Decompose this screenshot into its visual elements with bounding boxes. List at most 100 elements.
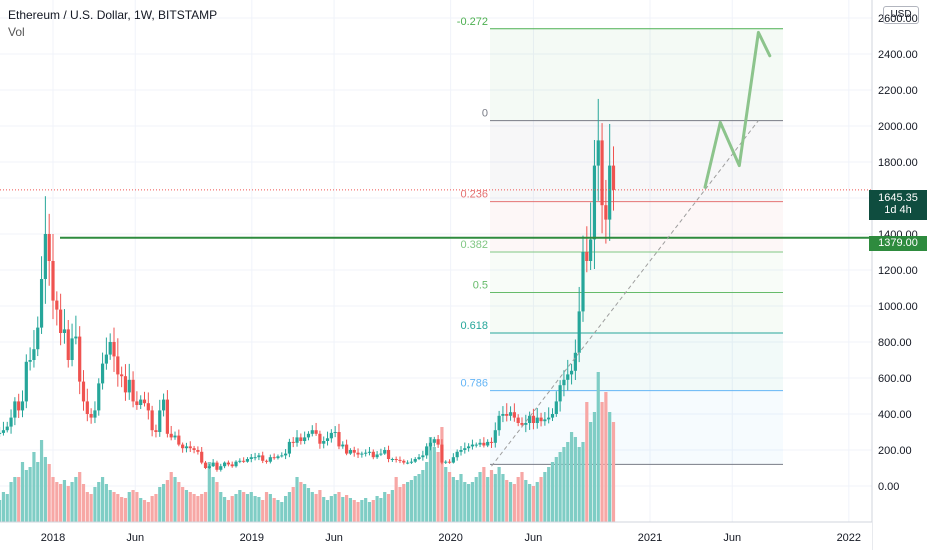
volume-bar [146, 502, 150, 522]
volume-bar [413, 476, 417, 522]
volume-bars [0, 372, 616, 522]
volume-bar [573, 437, 577, 522]
candle-body [150, 410, 154, 431]
candle-body [314, 430, 318, 434]
candle-body [70, 338, 74, 360]
volume-bar [78, 472, 82, 522]
candle-body [344, 444, 349, 454]
candle-body [444, 461, 448, 463]
candle-body [337, 432, 341, 447]
candle-body [276, 456, 280, 459]
candle-body [238, 460, 242, 462]
candle-body [17, 401, 21, 411]
chart-drawings[interactable] [0, 30, 872, 467]
fibonacci-level-label: 0.382 [460, 239, 488, 251]
fibonacci-level-label: 0.618 [460, 320, 488, 332]
volume-bar [348, 498, 353, 522]
current-price-value: 1645.35 [878, 192, 918, 204]
candle-body [455, 451, 459, 458]
price-axis-bg [872, 0, 932, 550]
time-tick-label: 2020 [438, 532, 462, 544]
symbol-title[interactable]: Ethereum / U.S. Dollar, 1W, BITSTAMP [8, 8, 218, 22]
fibonacci-retracement[interactable]: -0.272 0 0.236 0.382 0.5 0.618 0.786 [457, 16, 783, 465]
volume-bar [93, 487, 97, 522]
candle-body [440, 444, 444, 463]
candle-body [242, 460, 246, 462]
candle-body [211, 462, 215, 467]
candle-body [608, 165, 612, 220]
candle-body [581, 252, 585, 312]
volume-bar [283, 496, 288, 522]
volume-bar [352, 500, 356, 522]
candle-body [505, 414, 509, 416]
projection-arrow [703, 30, 772, 189]
price-candles [0, 98, 616, 472]
volume-bar [306, 488, 311, 522]
candle-body [451, 457, 455, 463]
candle-body [463, 448, 467, 450]
candle-body [512, 412, 516, 418]
volume-bar [455, 480, 459, 522]
candle-body [604, 205, 608, 220]
currency-button[interactable]: USD [883, 6, 919, 24]
candle-body [577, 311, 581, 353]
volume-bar [17, 477, 21, 522]
volume-bar [158, 487, 162, 522]
volume-bar [467, 484, 471, 522]
candle-body [104, 354, 108, 364]
candle-body [268, 457, 272, 462]
volume-bar [314, 494, 318, 522]
candle-body [78, 336, 82, 382]
candle-body [219, 466, 223, 470]
candle-body [322, 441, 326, 444]
volume-bar [207, 462, 211, 522]
candle-body [299, 437, 303, 441]
candle-body [531, 415, 536, 423]
candle-body [386, 450, 391, 459]
price-axis[interactable]: 2600.002400.002200.002000.001800.001600.… [871, 0, 932, 550]
volume-bar [62, 480, 67, 522]
candle-body [85, 401, 89, 414]
time-tick-label: Jun [723, 532, 741, 544]
volume-bar [322, 497, 326, 522]
volume-bar [356, 502, 360, 522]
volume-bar [402, 484, 406, 522]
candle-body [9, 417, 13, 427]
volume-bar [421, 470, 425, 522]
volume-bar [238, 490, 242, 522]
fibonacci-shading [490, 28, 783, 465]
volume-bar [394, 477, 398, 522]
candle-body [356, 452, 360, 455]
volume-bar [169, 472, 173, 522]
candle-body [402, 460, 406, 463]
candle-body [611, 165, 616, 190]
volume-bar [436, 452, 440, 522]
volume-bar [596, 372, 600, 522]
candle-body [543, 419, 547, 422]
volume-bar [512, 484, 516, 522]
candle-body [558, 385, 562, 402]
volume-bar [592, 412, 597, 522]
candle-body [520, 423, 524, 425]
volume-bar [0, 500, 2, 522]
volume-bar [242, 492, 246, 522]
time-tick-label: 2022 [837, 532, 861, 544]
candle-body [24, 361, 28, 402]
volume-bar [463, 482, 467, 522]
candle-body [173, 435, 177, 438]
candle-body [573, 352, 577, 371]
volume-bar [39, 440, 44, 522]
volume-bar [234, 494, 238, 522]
candle-body [566, 374, 570, 380]
volume-indicator-label[interactable]: Vol [8, 25, 25, 39]
volume-bar [444, 467, 448, 522]
price-tick-label: 2200.00 [878, 85, 918, 97]
volume-bar [97, 482, 101, 522]
candle-body [154, 430, 158, 432]
volume-bar [230, 496, 234, 522]
candle-body [516, 417, 520, 423]
candle-body [447, 461, 452, 463]
volume-bar [165, 480, 169, 522]
time-axis[interactable]: 2018 Jun 2019 Jun 2020 Jun 2021 Jun 2022 [0, 521, 872, 550]
